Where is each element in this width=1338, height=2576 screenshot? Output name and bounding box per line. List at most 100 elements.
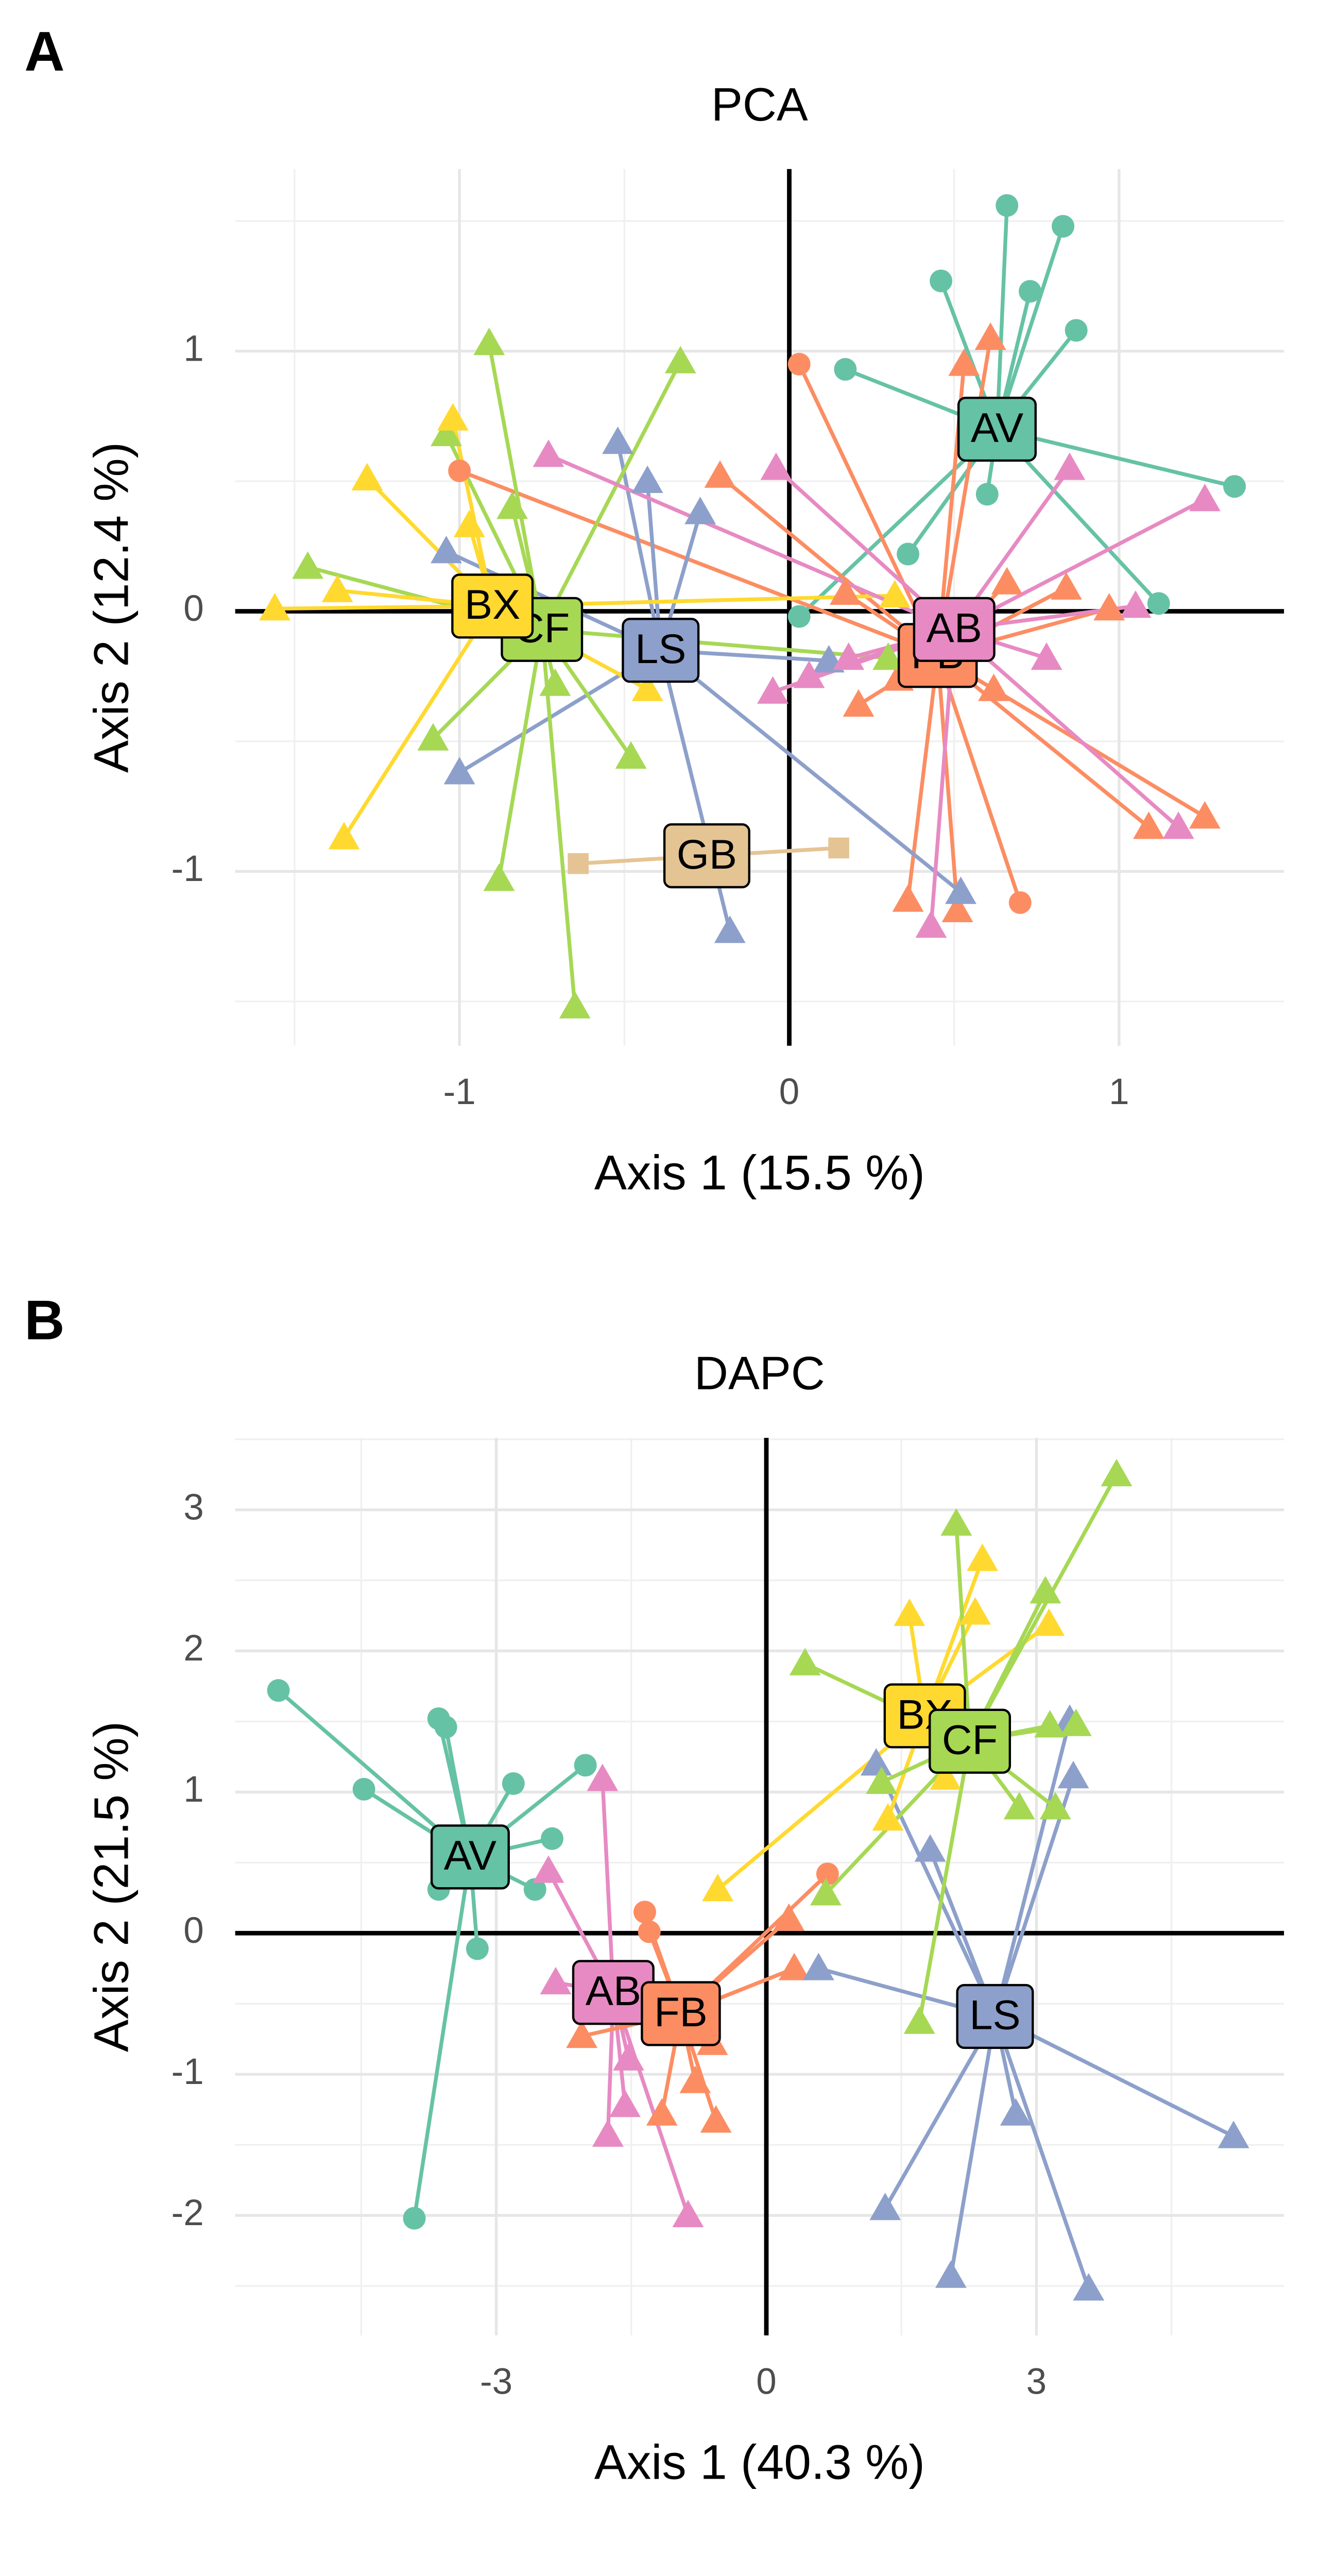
point: [1008, 891, 1032, 914]
point: [437, 403, 469, 431]
point: [793, 660, 825, 688]
point: [1101, 1459, 1133, 1486]
point: [540, 1967, 572, 1994]
point: [704, 460, 736, 488]
spoke: [995, 226, 1065, 430]
point: [1003, 1792, 1035, 1820]
point: [1034, 1710, 1066, 1738]
point: [1189, 801, 1221, 829]
y-tick-label: 2: [183, 1628, 204, 1669]
y-tick-label: -2: [171, 2193, 204, 2233]
point: [443, 757, 475, 785]
point: [1162, 811, 1194, 839]
point: [540, 1827, 563, 1850]
point: [996, 194, 1019, 217]
point: [533, 1855, 564, 1883]
point: [915, 910, 947, 938]
point: [914, 1834, 946, 1862]
spoke: [497, 629, 544, 880]
centroid-label-box: [641, 1981, 721, 2046]
point: [566, 2020, 598, 2048]
spoke: [949, 2016, 997, 2277]
spoke: [936, 654, 1206, 819]
point: [631, 465, 663, 493]
centroid-label: LS: [969, 1992, 1020, 2039]
centroid-label: AV: [971, 405, 1023, 451]
centroid-label: LS: [635, 626, 686, 672]
point: [1065, 319, 1088, 342]
point: [975, 483, 999, 506]
spoke: [936, 655, 1022, 904]
y-tick-label: 0: [183, 1910, 204, 1951]
point: [574, 1754, 597, 1777]
spoke: [993, 2015, 1091, 2290]
point: [816, 1862, 839, 1886]
point: [991, 567, 1023, 595]
spoke: [994, 2014, 1234, 2139]
spoke: [993, 1719, 1072, 2017]
y-tick-label: 3: [183, 1487, 204, 1528]
centroid-label-box: [622, 618, 700, 683]
point: [1052, 215, 1075, 238]
point: [483, 863, 515, 891]
x-axis-label: Axis 1 (15.5 %): [594, 1145, 925, 1200]
point: [672, 2199, 704, 2227]
point: [448, 459, 471, 482]
point: [930, 269, 953, 293]
point: [872, 1803, 904, 1831]
x-tick-label: 0: [779, 1072, 800, 1112]
spoke: [874, 1762, 997, 2018]
point: [834, 358, 857, 381]
point: [496, 492, 528, 519]
point: [941, 894, 973, 922]
point: [974, 322, 1006, 350]
point: [897, 543, 920, 566]
point: [539, 668, 571, 696]
point: [760, 452, 792, 480]
point: [568, 853, 589, 874]
centroid-label-box: [451, 573, 534, 639]
point: [1033, 1608, 1065, 1636]
centroid-label: AB: [586, 1968, 641, 2014]
point: [417, 723, 449, 751]
point: [1189, 483, 1221, 512]
point: [259, 592, 290, 621]
point: [892, 884, 924, 912]
point: [1054, 452, 1086, 480]
point: [833, 642, 865, 670]
point: [935, 2260, 967, 2288]
point: [1073, 2273, 1105, 2301]
spoke: [906, 655, 940, 901]
point: [633, 1901, 657, 1924]
chart-title: DAPC: [694, 1347, 825, 1400]
centroid-label-box: [430, 1824, 510, 1890]
point: [879, 580, 911, 608]
point: [1133, 811, 1165, 839]
x-tick-label: -3: [480, 2361, 512, 2402]
x-tick-label: 1: [1109, 1072, 1129, 1112]
point: [866, 1766, 898, 1794]
point: [967, 1543, 998, 1571]
point: [267, 1679, 290, 1702]
spoke: [540, 361, 682, 631]
point: [778, 1953, 810, 1980]
point: [1093, 592, 1125, 621]
point: [843, 689, 874, 717]
y-tick-label: 1: [183, 328, 204, 369]
point: [523, 1878, 546, 1901]
point: [466, 1937, 489, 1960]
x-axis-label: Axis 1 (40.3 %): [594, 2435, 925, 2490]
point: [810, 1878, 842, 1906]
point: [945, 876, 976, 904]
point: [613, 2043, 645, 2071]
point: [328, 822, 360, 850]
point: [679, 2065, 711, 2093]
point: [664, 346, 696, 374]
point: [829, 577, 861, 605]
panel-tag: A: [24, 20, 64, 82]
point: [789, 1648, 821, 1675]
x-tick-label: -1: [443, 1072, 476, 1112]
centroid-label-box: [913, 597, 996, 662]
centroid-label: GB: [677, 832, 737, 878]
